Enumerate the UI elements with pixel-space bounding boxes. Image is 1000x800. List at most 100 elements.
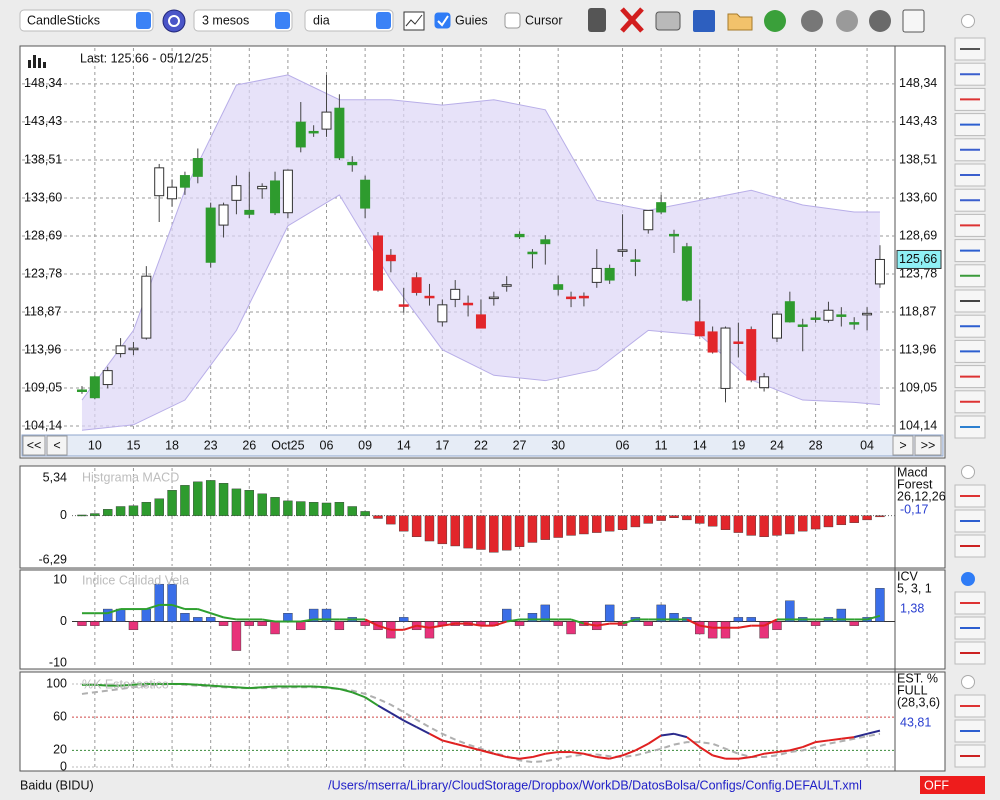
candle-body: [385, 254, 396, 262]
stoch-k-segment: [609, 754, 623, 760]
stoch-last: 43,81: [900, 715, 931, 729]
cursor-checkbox[interactable]: [504, 12, 521, 29]
y-tick-label: 113,96: [24, 342, 61, 356]
icv-line-segment: [699, 624, 713, 629]
guides-checkbox[interactable]: [434, 12, 451, 29]
icv-bar: [501, 608, 512, 622]
help-button[interactable]: [162, 9, 186, 33]
nav-last[interactable]: [914, 435, 942, 456]
histogram-bar: [399, 515, 409, 532]
price-tag: [896, 249, 942, 269]
y-tick-label-right: 109,05: [899, 380, 937, 394]
x-tick-label: 24: [770, 438, 784, 452]
candle-body: [115, 345, 126, 355]
nav-first[interactable]: [22, 435, 46, 456]
histogram-bar: [77, 514, 87, 517]
stoch-k-segment: [339, 687, 353, 694]
stoch-k-segment: [326, 686, 340, 690]
histogram-bar: [785, 515, 795, 535]
icv-bar: [527, 613, 538, 622]
chart-type-select[interactable]: [19, 9, 154, 32]
x-tick-label: 06: [616, 438, 630, 452]
candle-body: [218, 204, 229, 226]
y-tick-label: 138,51: [24, 152, 62, 166]
stoch-k-segment: [647, 734, 662, 745]
histogram-bar: [167, 490, 177, 516]
nav-prev[interactable]: [46, 435, 68, 456]
y-tick-label: 148,34: [24, 76, 62, 90]
candle-body: [398, 304, 409, 307]
trash-button[interactable]: [588, 8, 606, 32]
icv-bar: [759, 621, 769, 639]
nav-next[interactable]: [892, 435, 914, 456]
price-tag-text: 125,66: [899, 252, 937, 266]
icv-line-segment: [763, 618, 778, 627]
stoch-params: (28,3,6): [897, 695, 940, 709]
candle-body: [128, 347, 139, 351]
icv-bar: [399, 617, 409, 622]
sync-button[interactable]: [801, 10, 823, 32]
icv-line-segment: [416, 624, 430, 629]
y-tick-label: 20: [53, 743, 67, 757]
open-button[interactable]: [727, 13, 753, 31]
histogram-bar: [489, 515, 499, 553]
calendar-button[interactable]: [902, 9, 925, 33]
icv-bar: [360, 621, 370, 626]
candle-body: [553, 284, 564, 290]
chart-icon[interactable]: [403, 11, 425, 31]
y-tick-label: 5,34: [43, 470, 67, 484]
stoch-k-segment: [377, 704, 392, 714]
settings-button[interactable]: [869, 10, 891, 32]
icv-bar: [218, 621, 229, 626]
stoch-k-segment: [506, 756, 520, 760]
histogram-bar: [617, 515, 628, 530]
histogram-bar: [746, 515, 756, 536]
y-tick-label: 133,60: [24, 190, 62, 204]
chart-type-text: CandleSticks: [27, 13, 100, 27]
y-tick-label-right: 128,69: [899, 228, 937, 242]
x-tick-label: 14: [693, 438, 707, 452]
currency-button[interactable]: [836, 10, 858, 32]
icv-line-segment: [107, 608, 121, 615]
y-tick-label-right: 143,43: [899, 114, 937, 128]
print-button[interactable]: [655, 11, 681, 31]
stoch-k-segment: [313, 685, 327, 689]
histogram-bar: [218, 483, 229, 516]
radio[interactable]: [961, 14, 975, 28]
icv-bar: [604, 604, 615, 622]
histogram-bar: [540, 515, 551, 540]
histogram-bar: [321, 502, 332, 516]
candle-body: [295, 121, 306, 148]
stoch-k-segment: [661, 732, 675, 737]
histogram-bar: [360, 511, 370, 516]
histogram-bar: [231, 488, 242, 516]
stoch-k-segment: [480, 749, 495, 755]
delete-button[interactable]: [620, 7, 644, 33]
y-tick-label-right: 118,87: [899, 304, 936, 318]
icv-bar: [669, 613, 679, 622]
refresh-button[interactable]: [764, 10, 786, 32]
icv-line-segment: [377, 624, 392, 631]
radio[interactable]: [961, 465, 975, 479]
candle-body: [334, 107, 345, 159]
histogram-bar: [347, 506, 357, 516]
icv-line-segment: [686, 618, 701, 627]
stoch-k-segment: [493, 752, 507, 759]
radio[interactable]: [961, 572, 975, 586]
candle-body: [733, 341, 744, 344]
candle-body: [604, 267, 615, 281]
interval-select[interactable]: [304, 9, 394, 32]
save-button[interactable]: [693, 10, 715, 32]
y-tick-label-right: 148,34: [899, 76, 937, 90]
radio[interactable]: [961, 675, 975, 689]
histogram-bar: [283, 500, 293, 516]
icv-bar: [424, 621, 435, 639]
histogram-bar: [810, 515, 821, 530]
period-select[interactable]: [193, 9, 293, 32]
y-tick-label: 0: [60, 759, 67, 773]
icv-bar: [875, 588, 885, 622]
status-button[interactable]: [920, 776, 985, 794]
histogram-bar: [437, 515, 448, 545]
candle-body: [192, 158, 203, 177]
icv-line-segment: [467, 622, 482, 627]
